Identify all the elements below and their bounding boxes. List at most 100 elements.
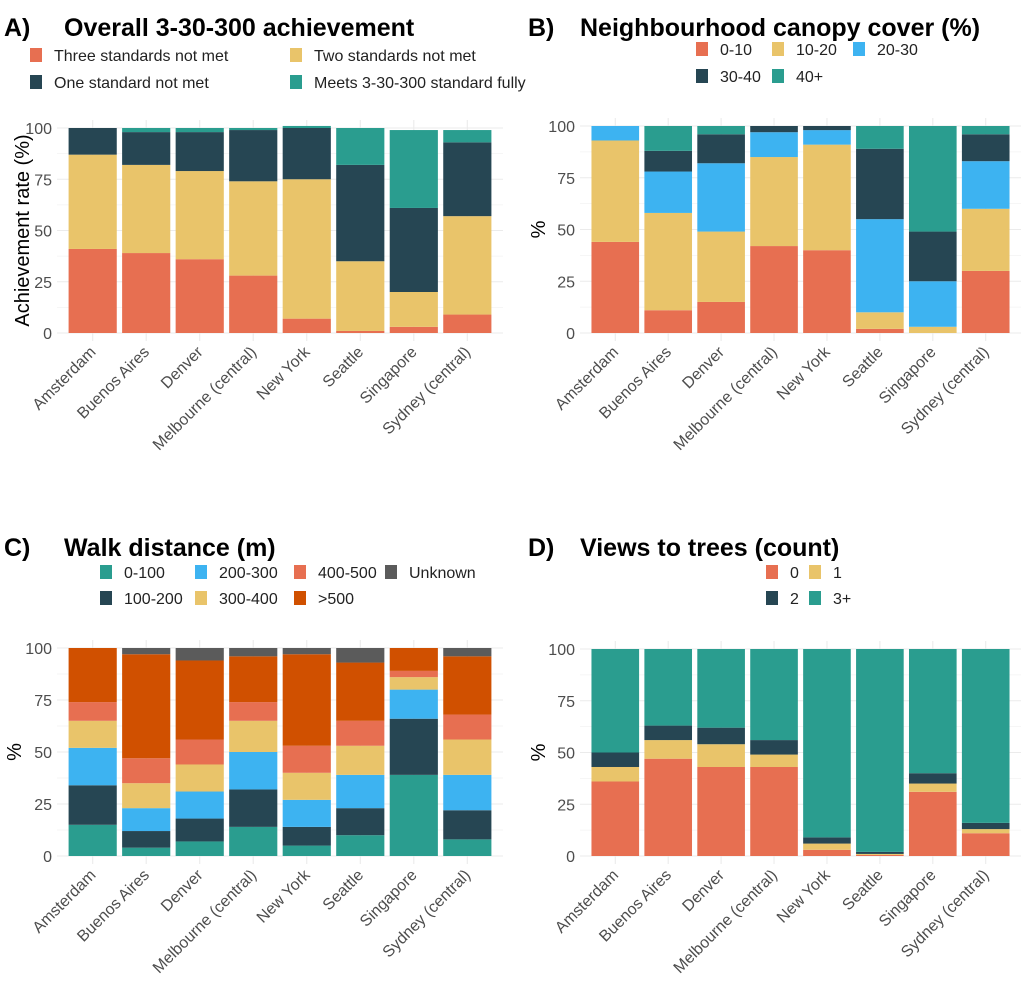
bar-segment [282,772,331,800]
y-axis-title: % [528,743,550,761]
legend-item: 200-300 [195,565,278,582]
bar-segment [175,818,224,842]
legend-label: >500 [318,591,354,608]
y-tick-label: 25 [34,797,52,814]
bar-segment [697,744,745,767]
bar-segment [856,851,904,854]
bar-segment [856,312,904,329]
bar-segment [229,826,278,856]
bar-segment [282,318,331,333]
bar-segment [591,126,640,141]
legend-swatch [195,565,207,579]
legend-label: 1 [833,565,842,582]
legend-swatch [853,42,865,56]
legend-item: 400-500 [294,565,377,582]
legend-label: 2 [790,591,799,608]
x-tick-label: Seattle [839,867,886,914]
bar-segment [175,739,224,765]
legend-swatch [290,75,302,89]
bar-segment [644,171,693,213]
bar-stack [443,130,492,333]
legend-label: 40+ [796,69,823,86]
panel-b: B) Neighbourhood canopy cover (%)0-10 10-2… [528,14,1021,454]
legend-item: >500 [294,591,354,608]
bar-segment [122,164,171,254]
bar-segment [443,656,492,715]
legend: 0-10 10-20 20-30 30-40 40+ [696,42,918,86]
y-tick-label: 100 [25,641,52,658]
y-tick-label: 0 [566,849,575,866]
y-tick-label: 75 [34,693,52,710]
panel-letter: C) [4,534,30,562]
bar-segment [856,853,904,855]
bar-stack [282,125,331,333]
bar-segment [908,326,957,333]
panel-title: Neighbourhood canopy cover (%) [580,14,980,42]
legend-item: 30-40 [696,69,761,86]
bar-segment [697,163,745,232]
bar-segment [229,275,278,333]
bar-segment [697,134,745,164]
bar-stack [122,648,171,856]
bar-segment [229,181,278,276]
legend: Three standards not met Two standards not… [30,48,526,92]
bar-segment [282,799,331,827]
bar-segment [389,207,438,292]
bars [591,649,1010,856]
bar-segment [961,126,1010,135]
bar-segment [175,764,224,792]
legend-swatch [772,42,784,56]
bar-segment [961,829,1010,834]
panel-d: D) Views to trees (count) 0 1 2 3+ 0 25 50 75 100%… [528,534,1021,977]
bar-segment [389,130,438,208]
x-tick-label: New York [774,866,835,927]
x-tick-label: Melbourne (central) [671,344,781,454]
legend-item: 300-400 [195,591,278,608]
bar-segment [750,246,798,333]
legend-swatch [696,42,708,56]
legend-swatch [30,75,42,89]
bar-segment [856,148,904,220]
bar-segment [336,774,385,809]
x-tick-label: Denver [158,343,207,392]
bar-segment [175,259,224,333]
y-axis-title: Achievement rate (%) [12,134,34,326]
bar-segment [908,281,957,327]
x-tick-label: Melbourne (central) [150,867,260,977]
y-axis: 0 25 50 75 100 [548,119,575,343]
legend-swatch [290,48,302,62]
bar-segment [443,130,492,143]
bar-segment [908,649,957,774]
y-tick-label: 75 [557,171,575,188]
legend-item: 10-20 [772,42,837,59]
x-tick-label: Melbourne (central) [671,867,781,977]
bar-segment [229,656,278,703]
y-tick-label: 50 [557,223,575,240]
bar-stack [856,126,904,333]
bar-segment [336,662,385,721]
bar-segment [389,292,438,327]
bar-segment [282,128,331,180]
bar-segment [697,766,745,856]
bar-segment [750,766,798,856]
bar-segment [68,824,117,856]
bar-stack [908,126,957,333]
legend-label: 3+ [833,591,851,608]
x-tick-label: Denver [158,866,207,915]
legend-label: 0-10 [720,42,752,59]
bar-segment [122,831,171,848]
bar-segment [175,841,224,856]
legend-label: 400-500 [318,565,377,582]
bar-segment [336,835,385,856]
bar-segment [443,314,492,333]
legend-item: 40+ [772,69,823,86]
bar-stack [961,126,1010,333]
bar-segment [122,128,171,133]
y-axis-title: % [4,743,26,761]
bar-segment [68,720,117,748]
bar-segment [122,648,171,655]
legend-label: Three standards not met [54,48,229,65]
y-tick-label: 25 [34,275,52,292]
